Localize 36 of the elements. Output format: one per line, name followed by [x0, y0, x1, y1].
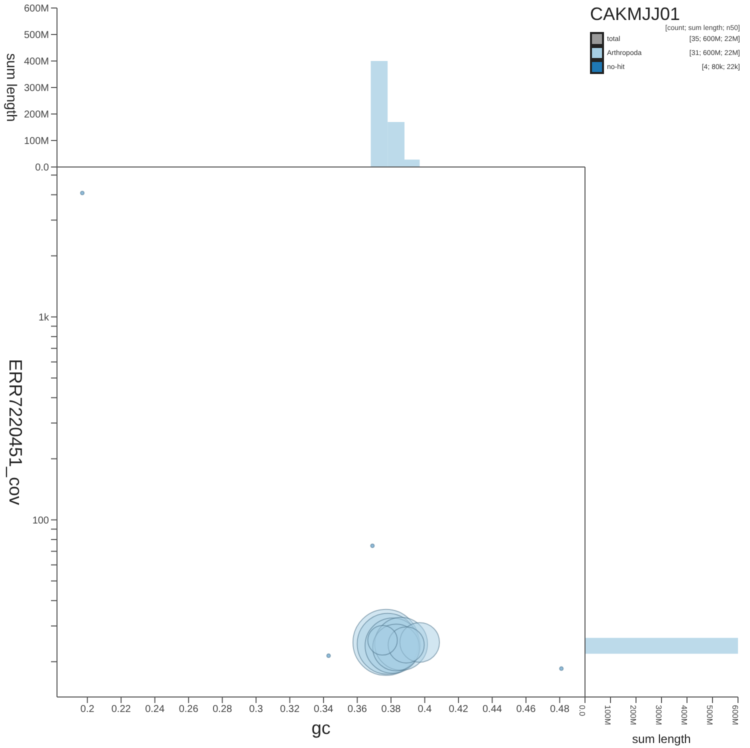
- y-tick-label: 1k: [38, 312, 50, 324]
- x-tick-label: 300M: [654, 705, 663, 726]
- x-tick-label: 0.0: [577, 705, 586, 717]
- y-tick-label: 0.0: [35, 162, 50, 174]
- x-tick-label: 0.26: [178, 704, 199, 716]
- y-tick-label: 100M: [24, 136, 49, 148]
- y-tick-label: 100: [32, 515, 50, 526]
- y-axis-title: sum length: [4, 53, 20, 122]
- x-tick-label: 0.36: [348, 704, 368, 716]
- y-tick-label: 600M: [24, 4, 49, 15]
- x-tick-label: 0.34: [314, 704, 334, 716]
- x-tick-label: 0.38: [381, 704, 402, 716]
- x-tick-label: 0.24: [145, 704, 166, 716]
- x-tick-label: 200M: [628, 705, 638, 726]
- y-tick-label: 300M: [24, 83, 49, 94]
- x-tick-label: 0.46: [516, 704, 536, 716]
- x-tick-label: 0.2: [80, 704, 95, 716]
- x-tick-label: 100M: [602, 705, 612, 726]
- x-tick-label: 0.32: [280, 704, 300, 716]
- y-axis-title: ERR7220451_cov: [6, 358, 26, 506]
- x-tick-label: 400M: [679, 705, 688, 726]
- x-tick-label: 0.44: [482, 704, 502, 716]
- x-tick-label: 0.42: [448, 704, 469, 716]
- x-axis-title: gc: [311, 718, 331, 738]
- x-tick-label: 0.3: [249, 704, 264, 716]
- x-tick-label: 0.48: [550, 704, 570, 716]
- x-tick-label: 0.4: [418, 704, 432, 716]
- x-tick-label: 0.28: [212, 704, 232, 716]
- y-tick-label: 400M: [24, 56, 49, 68]
- x-tick-label: 600M: [730, 705, 740, 726]
- x-tick-label: 500M: [704, 705, 714, 726]
- x-tick-label: 0.22: [111, 704, 132, 716]
- legend-title: CAKMJJ01: [590, 4, 682, 24]
- x-axis-title: sum length: [632, 732, 691, 746]
- y-tick-label: 500M: [24, 30, 49, 42]
- y-tick-label: 200M: [24, 110, 49, 121]
